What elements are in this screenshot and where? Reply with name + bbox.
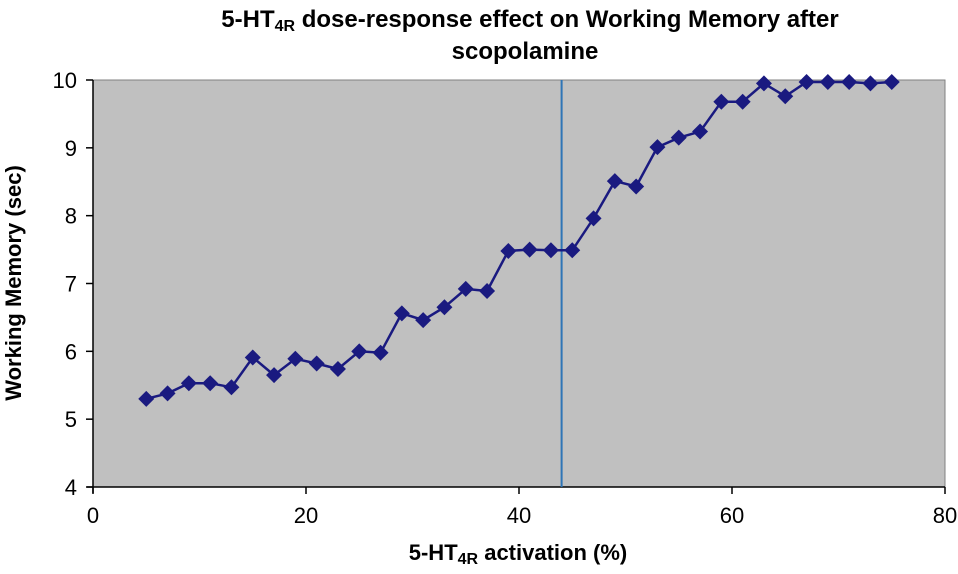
data-point	[777, 88, 794, 105]
data-point	[479, 282, 496, 299]
data-point	[542, 242, 559, 259]
y-tick-label: 9	[65, 136, 77, 161]
data-point	[180, 375, 197, 392]
data-point	[415, 312, 432, 329]
data-point	[521, 241, 538, 258]
data-point	[159, 385, 176, 402]
data-point	[564, 242, 581, 259]
series-group	[138, 74, 900, 407]
data-point	[585, 210, 602, 227]
chart-title-line1: 5-HT4R dose-response effect on Working M…	[221, 6, 838, 35]
data-point	[223, 379, 240, 396]
data-point	[393, 305, 410, 322]
y-tick-label: 7	[65, 272, 77, 297]
y-tick-label: 8	[65, 204, 77, 229]
data-point	[308, 355, 325, 372]
plot-area	[92, 79, 946, 488]
x-tick-label: 40	[507, 503, 531, 528]
y-tick-label: 4	[65, 475, 77, 500]
data-point	[329, 360, 346, 377]
tick-labels: 4 5 6 7 8 9 10 0 20 40 60 80	[53, 68, 958, 528]
x-axis-label: 5-HT4R activation (%)	[409, 540, 627, 568]
data-point	[244, 349, 261, 366]
data-point	[841, 74, 858, 91]
data-point	[734, 93, 751, 110]
data-point	[692, 123, 709, 140]
data-point	[819, 74, 836, 91]
data-point	[436, 299, 453, 316]
data-point	[287, 350, 304, 367]
data-point	[138, 390, 155, 407]
data-point	[798, 74, 815, 91]
x-tick-label: 20	[294, 503, 318, 528]
data-point	[628, 178, 645, 195]
x-tick-label: 0	[87, 503, 99, 528]
data-point	[351, 343, 368, 360]
data-point	[862, 75, 879, 92]
data-point	[202, 375, 219, 392]
data-point	[649, 139, 666, 156]
data-point	[883, 74, 900, 91]
y-tick-label: 6	[65, 339, 77, 364]
chart-title-line2: scopolamine	[452, 38, 599, 65]
data-point	[713, 93, 730, 110]
x-tick-label: 80	[933, 503, 957, 528]
data-point	[670, 129, 687, 146]
data-point	[372, 344, 389, 361]
y-tick-label: 10	[53, 68, 77, 93]
data-point	[606, 173, 623, 190]
y-tick-label: 5	[65, 407, 77, 432]
data-point	[500, 242, 517, 259]
x-tick-label: 60	[720, 503, 744, 528]
data-point	[457, 280, 474, 297]
y-axis-label: Working Memory (sec)	[1, 165, 26, 401]
data-point	[755, 75, 772, 92]
axes	[86, 79, 946, 494]
data-point	[266, 367, 283, 384]
